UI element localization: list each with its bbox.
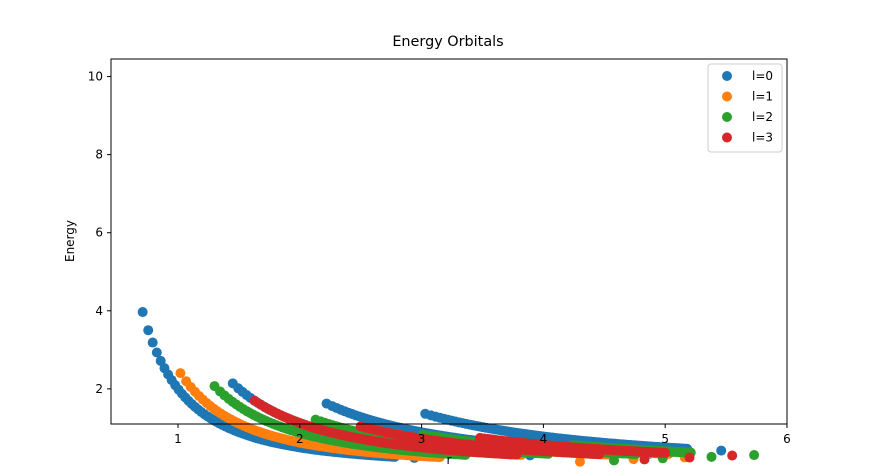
x-tick-label: 2: [296, 432, 304, 446]
plot-frame: [110, 58, 788, 425]
y-tick-label: 8: [95, 148, 103, 162]
data-point: [574, 456, 585, 467]
x-tick-label: 3: [418, 432, 426, 446]
scatter-points: [137, 307, 760, 467]
data-point: [137, 307, 148, 318]
data-point: [147, 337, 158, 348]
y-tick-label: 4: [95, 304, 103, 318]
chart-title: Energy Orbitals: [392, 34, 503, 50]
data-point: [727, 450, 738, 461]
data-point: [706, 451, 717, 462]
legend-marker: [722, 132, 732, 143]
legend-label: l=1: [752, 90, 773, 104]
data-point: [716, 445, 727, 456]
legend-label: l=0: [752, 69, 773, 83]
legend-label: l=3: [752, 131, 773, 145]
x-tick-label: 6: [783, 432, 791, 446]
data-point: [175, 368, 186, 379]
data-point: [660, 447, 671, 458]
legend-marker: [722, 71, 732, 81]
data-point: [749, 450, 760, 461]
data-point: [151, 347, 162, 358]
legend-label: l=2: [752, 110, 773, 124]
y-axis-label: Energy: [63, 220, 77, 262]
y-tick-label: 2: [95, 382, 103, 396]
x-axis-label: r: [447, 453, 452, 467]
legend-marker: [722, 112, 732, 122]
legend: l=0 l=1 l=2 l=3: [707, 63, 783, 153]
x-tick-label: 4: [540, 432, 548, 446]
y-axis-ticks: 2 4 6 8 10: [88, 70, 111, 396]
x-axis-ticks: 1 2 3 4 5 6: [174, 424, 791, 446]
legend-marker: [722, 91, 732, 102]
x-tick-label: 5: [661, 432, 669, 446]
y-tick-label: 10: [88, 70, 103, 84]
y-tick-label: 6: [95, 226, 103, 240]
x-tick-label: 1: [174, 432, 182, 446]
data-point: [684, 452, 695, 463]
legend-box: [707, 63, 783, 153]
data-point: [143, 325, 154, 336]
